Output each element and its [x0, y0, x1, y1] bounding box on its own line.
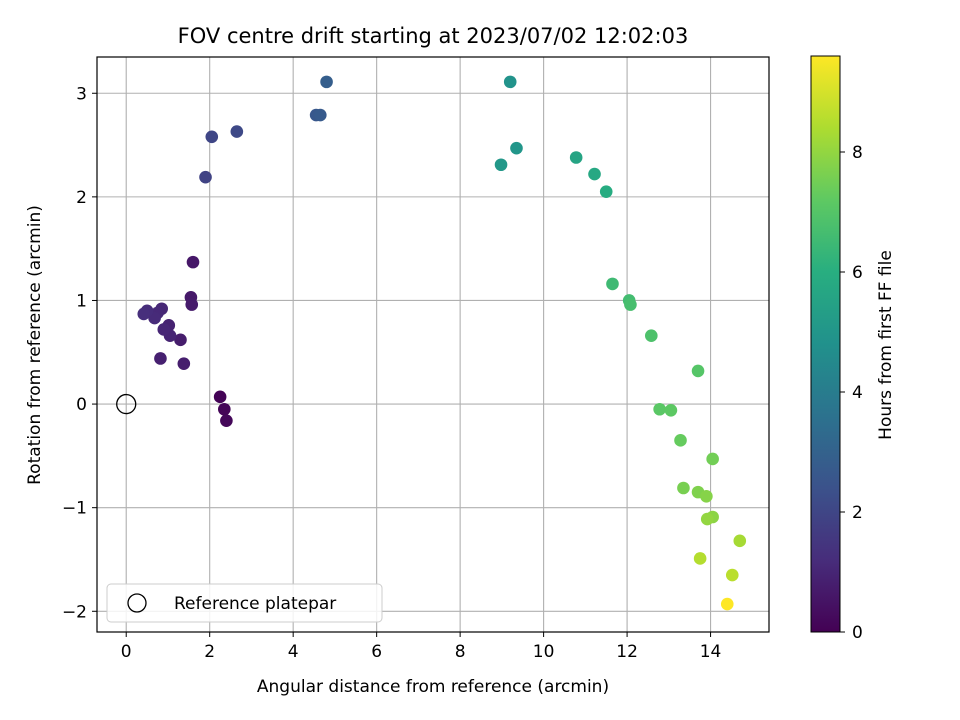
data-point	[205, 130, 219, 144]
data-points	[116, 75, 747, 611]
x-tick-label: 2	[204, 642, 215, 662]
colorbar-ticks: 0 2 4 6 8	[840, 143, 863, 643]
data-point	[213, 390, 227, 404]
grid-lines	[97, 57, 769, 632]
data-point	[700, 512, 714, 526]
y-axis-ticks: −2 −1 0 1 2 3	[62, 84, 97, 622]
data-point	[706, 452, 719, 466]
x-tick-label: 6	[371, 642, 382, 662]
data-point	[569, 151, 583, 164]
data-point	[177, 357, 191, 370]
data-point	[606, 277, 619, 291]
data-point	[720, 597, 734, 611]
colorbar-tick-label: 6	[852, 263, 863, 283]
colorbar-gradient	[810, 55, 841, 633]
chart-title: FOV centre drift starting at 2023/07/02 …	[178, 24, 689, 48]
data-point	[664, 403, 678, 417]
colorbar-tick-label: 0	[852, 623, 863, 643]
data-point	[157, 323, 171, 336]
legend-label: Reference platepar	[174, 594, 336, 614]
reference-point-marker	[116, 393, 137, 415]
x-axis-ticks: 0 2 4 6 8 10 12 14	[121, 632, 722, 662]
data-point	[314, 108, 327, 122]
data-point	[733, 534, 747, 548]
data-point	[185, 298, 199, 311]
data-point	[700, 489, 713, 503]
legend: Reference platepar	[106, 583, 383, 623]
data-point	[677, 481, 690, 495]
colorbar-tick-label: 4	[852, 383, 863, 403]
data-point	[494, 158, 508, 172]
data-point	[230, 125, 244, 138]
legend-box	[106, 583, 383, 623]
x-tick-label: 12	[616, 642, 638, 662]
x-tick-label: 14	[700, 642, 722, 662]
data-point	[653, 402, 666, 416]
x-tick-label: 8	[455, 642, 466, 662]
x-tick-label: 0	[121, 642, 132, 662]
data-point	[320, 75, 333, 89]
data-point	[725, 568, 739, 582]
data-point	[644, 329, 658, 342]
data-point	[588, 167, 601, 181]
data-point	[199, 170, 212, 184]
data-point	[137, 307, 151, 321]
y-tick-label: 3	[76, 84, 87, 104]
data-point	[220, 414, 233, 427]
data-point	[218, 402, 231, 416]
colorbar: 0 2 4 6 8 Hours from first FF file	[810, 55, 896, 643]
data-point	[693, 552, 707, 565]
legend-marker	[127, 593, 147, 613]
colorbar-tick-label: 2	[852, 503, 863, 523]
data-point	[174, 333, 187, 347]
y-tick-label: 1	[76, 291, 87, 311]
data-point	[510, 141, 523, 155]
colorbar-tick-label: 8	[852, 143, 863, 163]
data-point	[691, 364, 705, 378]
data-point	[186, 255, 200, 269]
data-point	[624, 298, 637, 311]
x-axis-label: Angular distance from reference (arcmin)	[257, 677, 609, 697]
data-point	[154, 352, 167, 365]
y-tick-label: 2	[76, 188, 87, 208]
y-axis-label: Rotation from reference (arcmin)	[25, 205, 45, 485]
data-point	[503, 75, 517, 89]
y-tick-label: −2	[62, 602, 87, 622]
y-tick-label: 0	[76, 395, 87, 415]
x-tick-label: 4	[288, 642, 299, 662]
y-tick-label: −1	[62, 499, 87, 519]
data-point	[674, 434, 687, 447]
data-point	[599, 185, 613, 198]
x-tick-label: 10	[533, 642, 555, 662]
colorbar-label: Hours from first FF file	[876, 250, 896, 440]
plot-frame	[96, 56, 770, 633]
